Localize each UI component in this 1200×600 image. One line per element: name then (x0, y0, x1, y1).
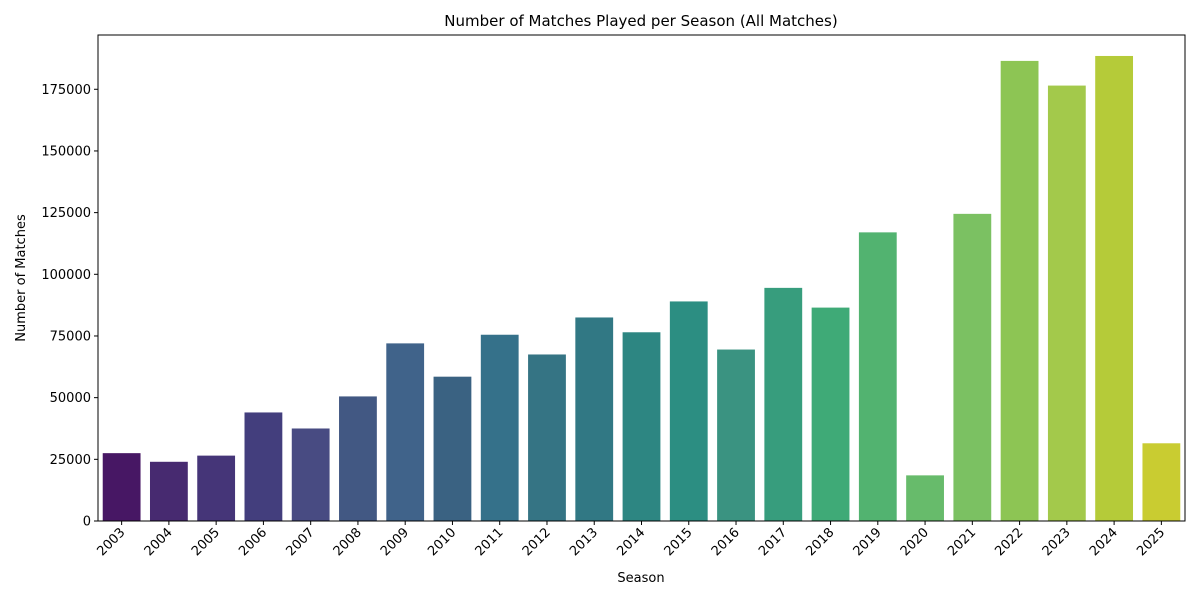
y-tick-label: 100000 (41, 268, 91, 283)
y-tick-label: 175000 (41, 83, 91, 98)
x-tick-label: 2007 (283, 525, 317, 559)
x-tick-label: 2020 (898, 525, 932, 559)
x-axis: 2003 2004 2005 2006 2007 2008 2009 2010 2011 2012… (94, 521, 1168, 559)
bar-2009 (386, 343, 425, 521)
x-tick-label: 2021 (945, 525, 979, 559)
x-tick-label: 2010 (425, 525, 459, 559)
bars-group (102, 55, 1181, 522)
bar-2022 (1000, 60, 1039, 521)
y-axis-label: Number of Matches (14, 214, 29, 342)
x-tick-label: 2003 (94, 525, 128, 559)
bar-2011 (480, 334, 519, 521)
bar-2019 (858, 232, 897, 521)
bar-2013 (575, 317, 614, 521)
x-tick-label: 2023 (1040, 525, 1074, 559)
x-tick-label: 2008 (331, 525, 365, 559)
bar-2018 (811, 307, 850, 521)
x-tick-label: 2011 (473, 525, 507, 559)
bar-2021 (953, 213, 992, 522)
x-tick-label: 2018 (803, 525, 837, 559)
x-tick-label: 2025 (1134, 525, 1168, 559)
x-tick-label: 2005 (189, 525, 223, 559)
y-tick-label: 125000 (41, 206, 91, 221)
y-tick-label: 75000 (50, 329, 91, 344)
bar-2005 (197, 455, 236, 521)
bar-2023 (1047, 85, 1086, 521)
bar-2004 (149, 461, 188, 521)
bar-2008 (339, 396, 377, 521)
y-tick-label: 50000 (50, 391, 91, 406)
chart-title: Number of Matches Played per Season (All… (444, 12, 837, 30)
y-tick-label: 0 (83, 515, 91, 530)
bar-2025 (1142, 443, 1181, 521)
y-tick-label: 25000 (50, 453, 91, 468)
x-axis-label: Season (617, 571, 664, 586)
plot-frame (97, 34, 1186, 522)
bar-2006 (244, 412, 283, 521)
x-tick-label: 2024 (1087, 525, 1121, 559)
x-tick-label: 2006 (236, 525, 270, 559)
bar-2017 (764, 287, 803, 521)
x-tick-label: 2017 (756, 525, 790, 559)
bar-2015 (669, 301, 708, 521)
bar-2003 (102, 453, 141, 521)
x-tick-label: 2013 (567, 525, 601, 559)
x-tick-label: 2014 (614, 525, 648, 559)
x-tick-label: 2004 (142, 525, 176, 559)
bar-2010 (433, 376, 472, 521)
bar-2007 (291, 428, 330, 521)
bar-2024 (1095, 55, 1134, 521)
bar-2012 (528, 354, 566, 521)
bar-2014 (622, 332, 661, 521)
y-axis: 0 25000 50000 75000 100000 125000 150000 175000 (41, 83, 98, 530)
x-tick-label: 2015 (662, 525, 696, 559)
x-tick-label: 2016 (709, 525, 743, 559)
x-tick-label: 2019 (851, 525, 885, 559)
x-tick-label: 2012 (520, 525, 554, 559)
y-tick-label: 150000 (41, 144, 91, 159)
bar-2016 (717, 349, 755, 521)
bar-2020 (906, 475, 944, 521)
x-tick-label: 2009 (378, 525, 412, 559)
x-tick-label: 2022 (992, 525, 1026, 559)
